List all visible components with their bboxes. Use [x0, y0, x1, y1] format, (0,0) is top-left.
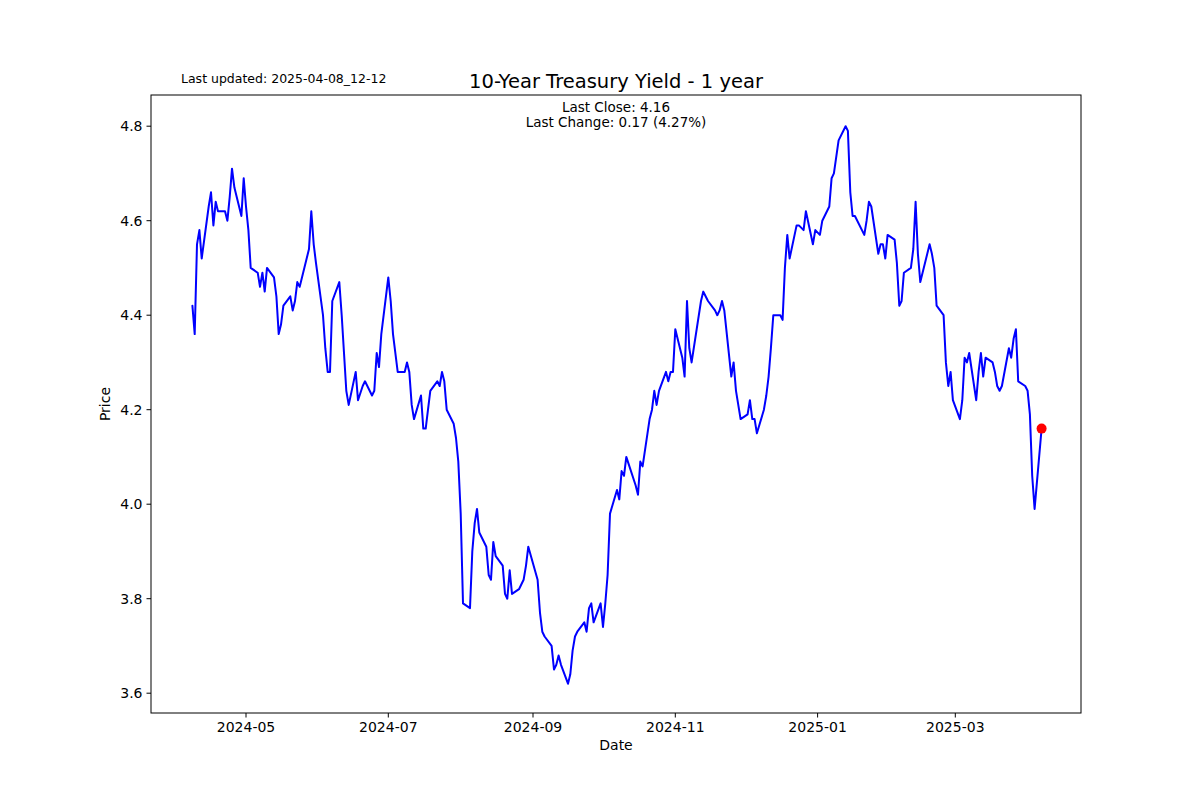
- y-tick-label: 4.6: [120, 213, 142, 229]
- y-tick-label: 4.8: [120, 118, 142, 134]
- x-axis-ticks: 2024-05 2024-07 2024-09 2024-11 2025-01 2025-…: [217, 713, 985, 735]
- x-tick-label: 2024-09: [504, 719, 563, 735]
- chart-title: 10-Year Treasury Yield - 1 year: [469, 70, 764, 93]
- y-tick-label: 4.2: [120, 402, 142, 418]
- x-tick-label: 2025-03: [926, 719, 985, 735]
- plot-area: [151, 95, 1081, 713]
- yield-line-series: [192, 126, 1041, 684]
- y-tick-label: 3.6: [120, 685, 142, 701]
- x-axis-label: Date: [599, 737, 632, 753]
- y-axis-label: Price: [97, 387, 113, 421]
- subtitle-last-change: Last Change: 0.17 (4.27%): [526, 114, 707, 130]
- chart-canvas: Last updated: 2025-04-08_12-12 10-Year T…: [0, 0, 1200, 800]
- y-tick-label: 4.4: [120, 307, 142, 323]
- last-close-marker-dot: [1037, 424, 1047, 434]
- x-tick-label: 2025-01: [788, 719, 847, 735]
- y-tick-label: 4.0: [120, 496, 142, 512]
- x-tick-label: 2024-11: [646, 719, 705, 735]
- x-tick-label: 2024-05: [217, 719, 276, 735]
- last-updated-label: Last updated: 2025-04-08_12-12: [181, 71, 386, 86]
- y-tick-label: 3.8: [120, 591, 142, 607]
- subtitle-last-close: Last Close: 4.16: [562, 99, 670, 115]
- y-axis-ticks: 3.6 3.8 4.0 4.2 4.4 4.6 4.8: [120, 118, 151, 701]
- x-tick-label: 2024-07: [359, 719, 418, 735]
- figure: Last updated: 2025-04-08_12-12 10-Year T…: [0, 0, 1200, 800]
